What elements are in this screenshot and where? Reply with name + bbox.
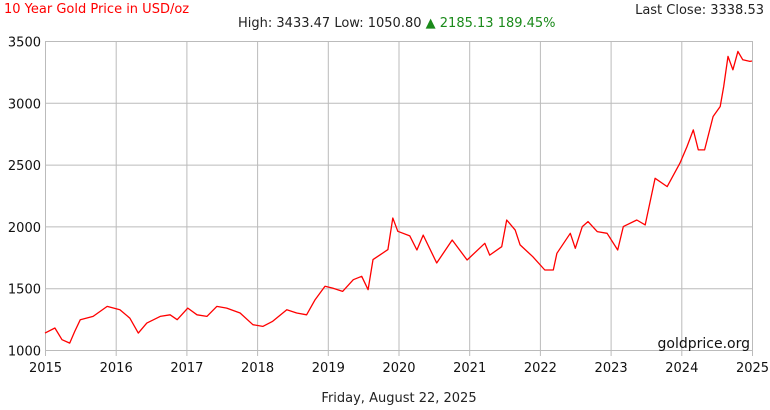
price-stats: High: 3433.47 Low: 1050.80 ▲ 2185.13 189…: [238, 16, 556, 31]
last-close: Last Close: 3338.53: [635, 3, 764, 18]
chart-title: 10 Year Gold Price in USD/oz: [4, 2, 190, 17]
y-tick-label: 3000: [8, 97, 41, 112]
x-tick-label: 2020: [382, 361, 415, 376]
date-label: Friday, August 22, 2025: [321, 391, 477, 406]
x-tick-label: 2016: [100, 361, 133, 376]
high-value: 3433.47: [276, 16, 331, 31]
tick-labels: 2015 2016 2017 2018 2019 2020 2021 2022 2023 2024…: [8, 36, 769, 377]
x-tick-label: 2021: [453, 361, 486, 376]
price-line: [44, 50, 753, 344]
x-tick-label: 2017: [170, 361, 203, 376]
grid: [45, 41, 753, 356]
y-tick-label: 3500: [8, 36, 41, 51]
y-tick-label: 2500: [8, 159, 41, 174]
low-value: 1050.80: [367, 16, 422, 31]
high-label: High:: [238, 16, 273, 31]
x-tick-label: 2025: [736, 361, 769, 376]
watermark: goldprice.org: [658, 336, 750, 352]
x-tick-label: 2019: [312, 361, 345, 376]
x-tick-label: 2018: [241, 361, 274, 376]
y-tick-label: 2000: [8, 221, 41, 236]
x-tick-label: 2023: [595, 361, 628, 376]
last-close-label: Last Close:: [635, 3, 707, 18]
x-tick-label: 2022: [524, 361, 557, 376]
change-percent: 189.45%: [497, 16, 556, 31]
triangle-up-icon: ▲: [425, 16, 436, 31]
low-label: Low:: [334, 16, 364, 31]
last-close-value: 3338.53: [710, 3, 764, 18]
y-tick-label: 1000: [8, 345, 41, 360]
x-tick-label: 2015: [29, 361, 62, 376]
y-tick-label: 1500: [8, 283, 41, 298]
change-value: 2185.13: [439, 16, 494, 31]
x-tick-label: 2024: [665, 361, 698, 376]
